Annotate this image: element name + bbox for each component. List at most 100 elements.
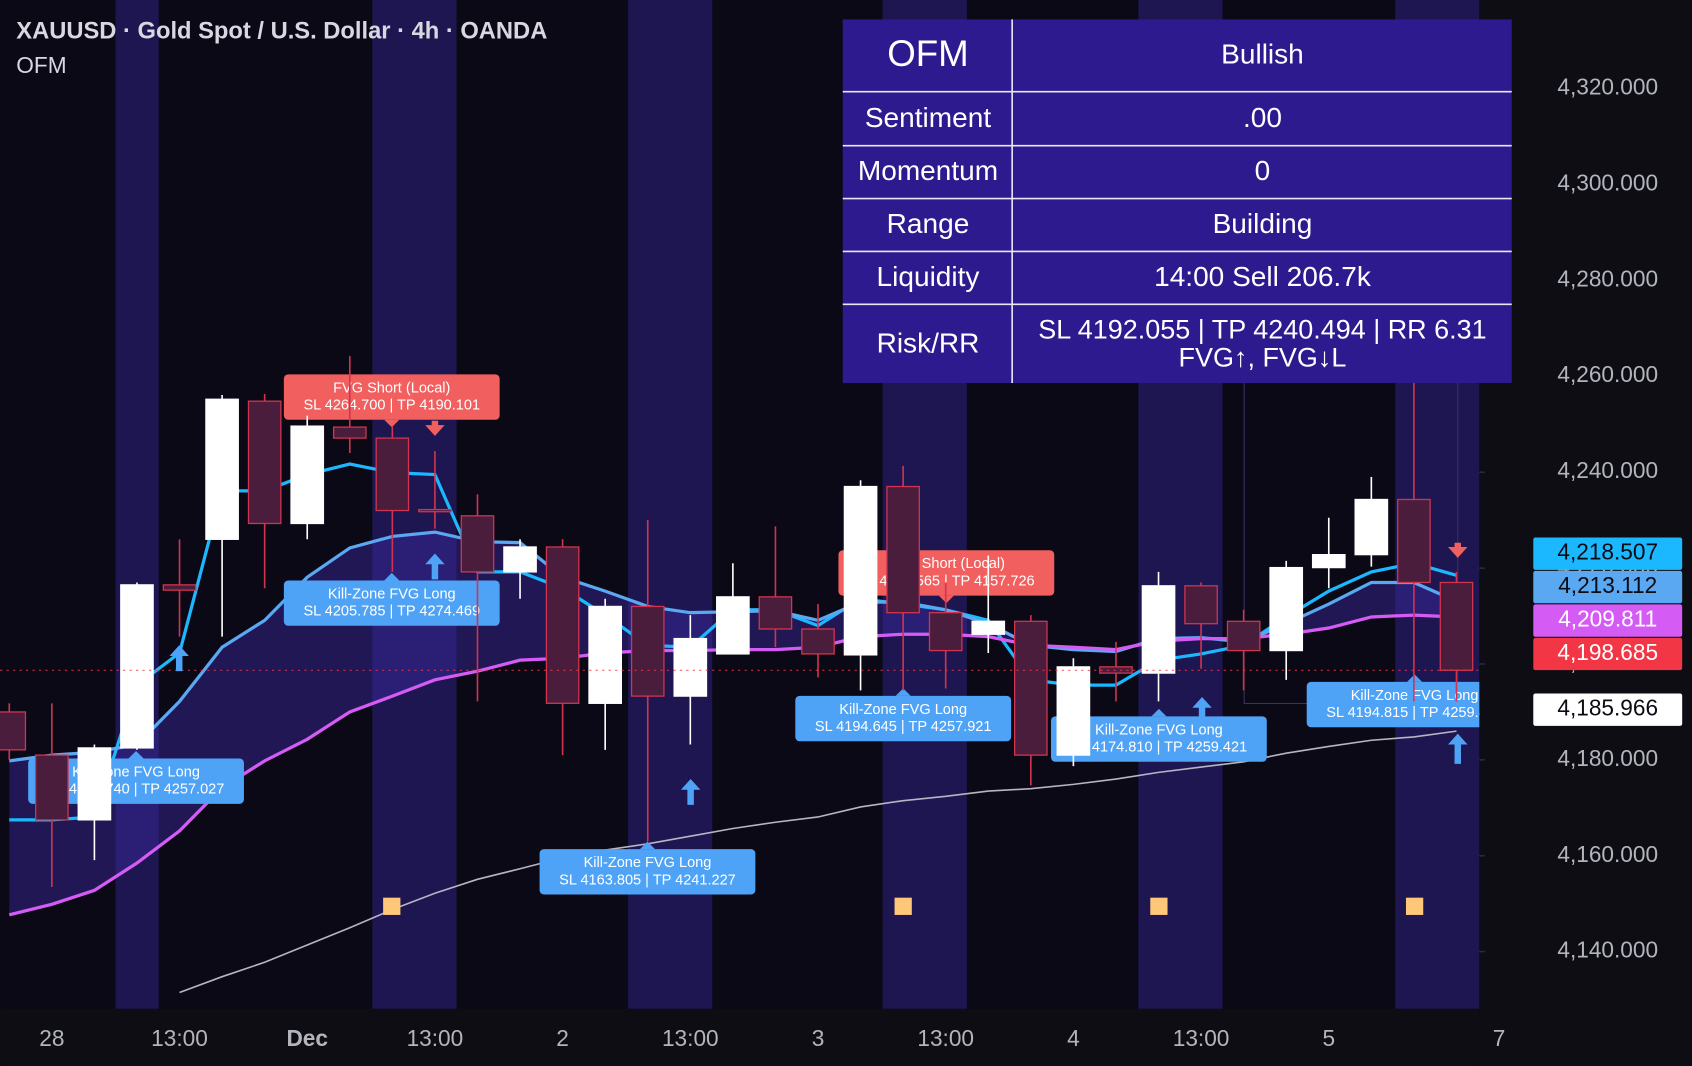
- candle-body: [928, 612, 963, 652]
- candle-body: [1397, 498, 1431, 584]
- candle-body: [162, 584, 197, 591]
- x-tick-label: 5: [1322, 1025, 1335, 1051]
- signal-label-box: [539, 849, 756, 895]
- candle-body: [630, 605, 665, 697]
- price-tag: [1533, 537, 1683, 570]
- panel-value: 14:00 Sell 206.7k: [1154, 261, 1372, 292]
- signal-markers: [169, 420, 1468, 915]
- x-tick-label: 13:00: [1173, 1025, 1230, 1051]
- x-tick-label: Dec: [286, 1025, 328, 1051]
- candle-body: [77, 747, 112, 821]
- candle-body: [1226, 620, 1261, 652]
- signal-label-pointer: [384, 572, 400, 581]
- candle-body: [1184, 585, 1218, 625]
- y-tick-label: 4,180.000: [1557, 745, 1658, 771]
- signal-label-title: FVG Short (Local): [333, 380, 450, 396]
- x-tick-label: 13:00: [917, 1025, 974, 1051]
- panel-value: .00: [1243, 102, 1282, 133]
- candle-body: [503, 546, 537, 573]
- y-tick-label: 4,260.000: [1557, 361, 1658, 387]
- signal-label-title: Kill-Zone FVG Long: [1095, 722, 1223, 738]
- session-square: [383, 897, 401, 915]
- long-arrow: [1448, 733, 1468, 764]
- signal-label-pointer: [128, 750, 144, 759]
- panel-label: Risk/RR: [877, 328, 980, 359]
- x-tick-label: 13:00: [662, 1025, 719, 1051]
- price-tag: [1533, 604, 1683, 637]
- price-tag: [1533, 637, 1683, 671]
- candle-body: [1354, 498, 1389, 556]
- price-tag-label: 4,213.112: [1558, 572, 1657, 598]
- chart-title: XAUUSD · Gold Spot / U.S. Dollar · 4h · …: [16, 19, 547, 45]
- band-fill: [9, 532, 1457, 915]
- signal-label-box: [1306, 681, 1523, 728]
- panel-label: Sentiment: [865, 102, 991, 133]
- candle-body: [1013, 620, 1048, 756]
- price-tag-label: 4,218.507: [1557, 539, 1658, 565]
- signal-label: Kill-Zone FVG Long SL 4174.810 | TP 4259.…: [1051, 708, 1267, 762]
- panel-label: Liquidity: [877, 261, 980, 292]
- panel-header: OFM: [887, 33, 968, 74]
- price-tag-label: 4,198.685: [1557, 639, 1658, 665]
- candle-body: [375, 437, 410, 512]
- signal-label-pointer: [895, 688, 911, 696]
- panel-value: SL 4192.055 | TP 4240.494 | RR 6.31: [1038, 314, 1486, 344]
- long-arrow: [680, 779, 701, 805]
- candle-body: [1269, 566, 1304, 652]
- ofm-panel: OFM Bullish Sentiment .00 Momentum 0 Ran…: [842, 19, 1512, 384]
- panel-label: Range: [887, 208, 970, 239]
- signal-label-title: Kill-Zone FVG Long: [839, 702, 967, 718]
- signal-label-text: SL 4194.645 | TP 4257.921: [815, 719, 992, 735]
- short-arrow: [1448, 542, 1468, 558]
- candle-body: [247, 400, 282, 525]
- long-arrow: [1192, 697, 1212, 723]
- candle-body: [418, 508, 452, 513]
- signal-label-text: SL 4163.805 | TP 4241.227: [559, 872, 736, 888]
- candle-body: [0, 711, 27, 751]
- candle-body: [1056, 666, 1091, 756]
- signal-label-box: [1051, 716, 1267, 762]
- candle-body: [290, 425, 325, 525]
- session-square: [1150, 897, 1168, 915]
- session-band: [115, 0, 159, 1009]
- x-tick-label: 4: [1067, 1025, 1080, 1051]
- signal-label-pointer: [384, 419, 400, 428]
- price-tag-label: 4,209.811: [1558, 606, 1657, 632]
- panel-label: Momentum: [858, 155, 998, 186]
- candle-body: [588, 605, 623, 704]
- session-square: [1405, 897, 1424, 915]
- long-arrow: [425, 553, 445, 580]
- y-tick-label: 4,240.000: [1557, 457, 1658, 483]
- signal-label-text: SL 4194.815 | TP 4259.441: [1326, 705, 1503, 721]
- signal-label-title: Kill-Zone FVG Long: [328, 586, 456, 602]
- x-tick-label: 28: [39, 1025, 64, 1051]
- signal-label: FVG Short (Local) SL 4264.700 | TP 4190.1…: [283, 374, 500, 428]
- session-band: [628, 0, 713, 1009]
- signal-label-box: [283, 580, 500, 626]
- x-tick-label: 13:00: [151, 1025, 208, 1051]
- price-tag-label: 4,185.966: [1557, 695, 1658, 721]
- candle-body: [886, 485, 920, 614]
- panel-value: Building: [1213, 208, 1313, 239]
- y-tick-label: 4,140.000: [1557, 937, 1658, 963]
- candle-body: [1439, 581, 1474, 671]
- candle-body: [971, 620, 1006, 635]
- candle-body: [1311, 553, 1346, 569]
- panel-background: [842, 19, 1512, 384]
- price-tag: [1533, 693, 1683, 726]
- signal-label-text: SL 4264.700 | TP 4190.101: [303, 398, 480, 414]
- candle-body: [673, 637, 708, 697]
- candle-body: [716, 596, 750, 655]
- panel-header: Bullish: [1221, 39, 1304, 70]
- candle-body: [545, 546, 580, 704]
- candle-body: [1141, 585, 1176, 674]
- candle-body: [205, 398, 239, 540]
- signal-label-title: Kill-Zone FVG Long: [584, 855, 712, 871]
- signal-label-pointer: [1151, 708, 1167, 717]
- panel-value: 0: [1255, 155, 1271, 186]
- candle-body: [332, 426, 367, 439]
- y-tick-label: 4,300.000: [1557, 169, 1658, 195]
